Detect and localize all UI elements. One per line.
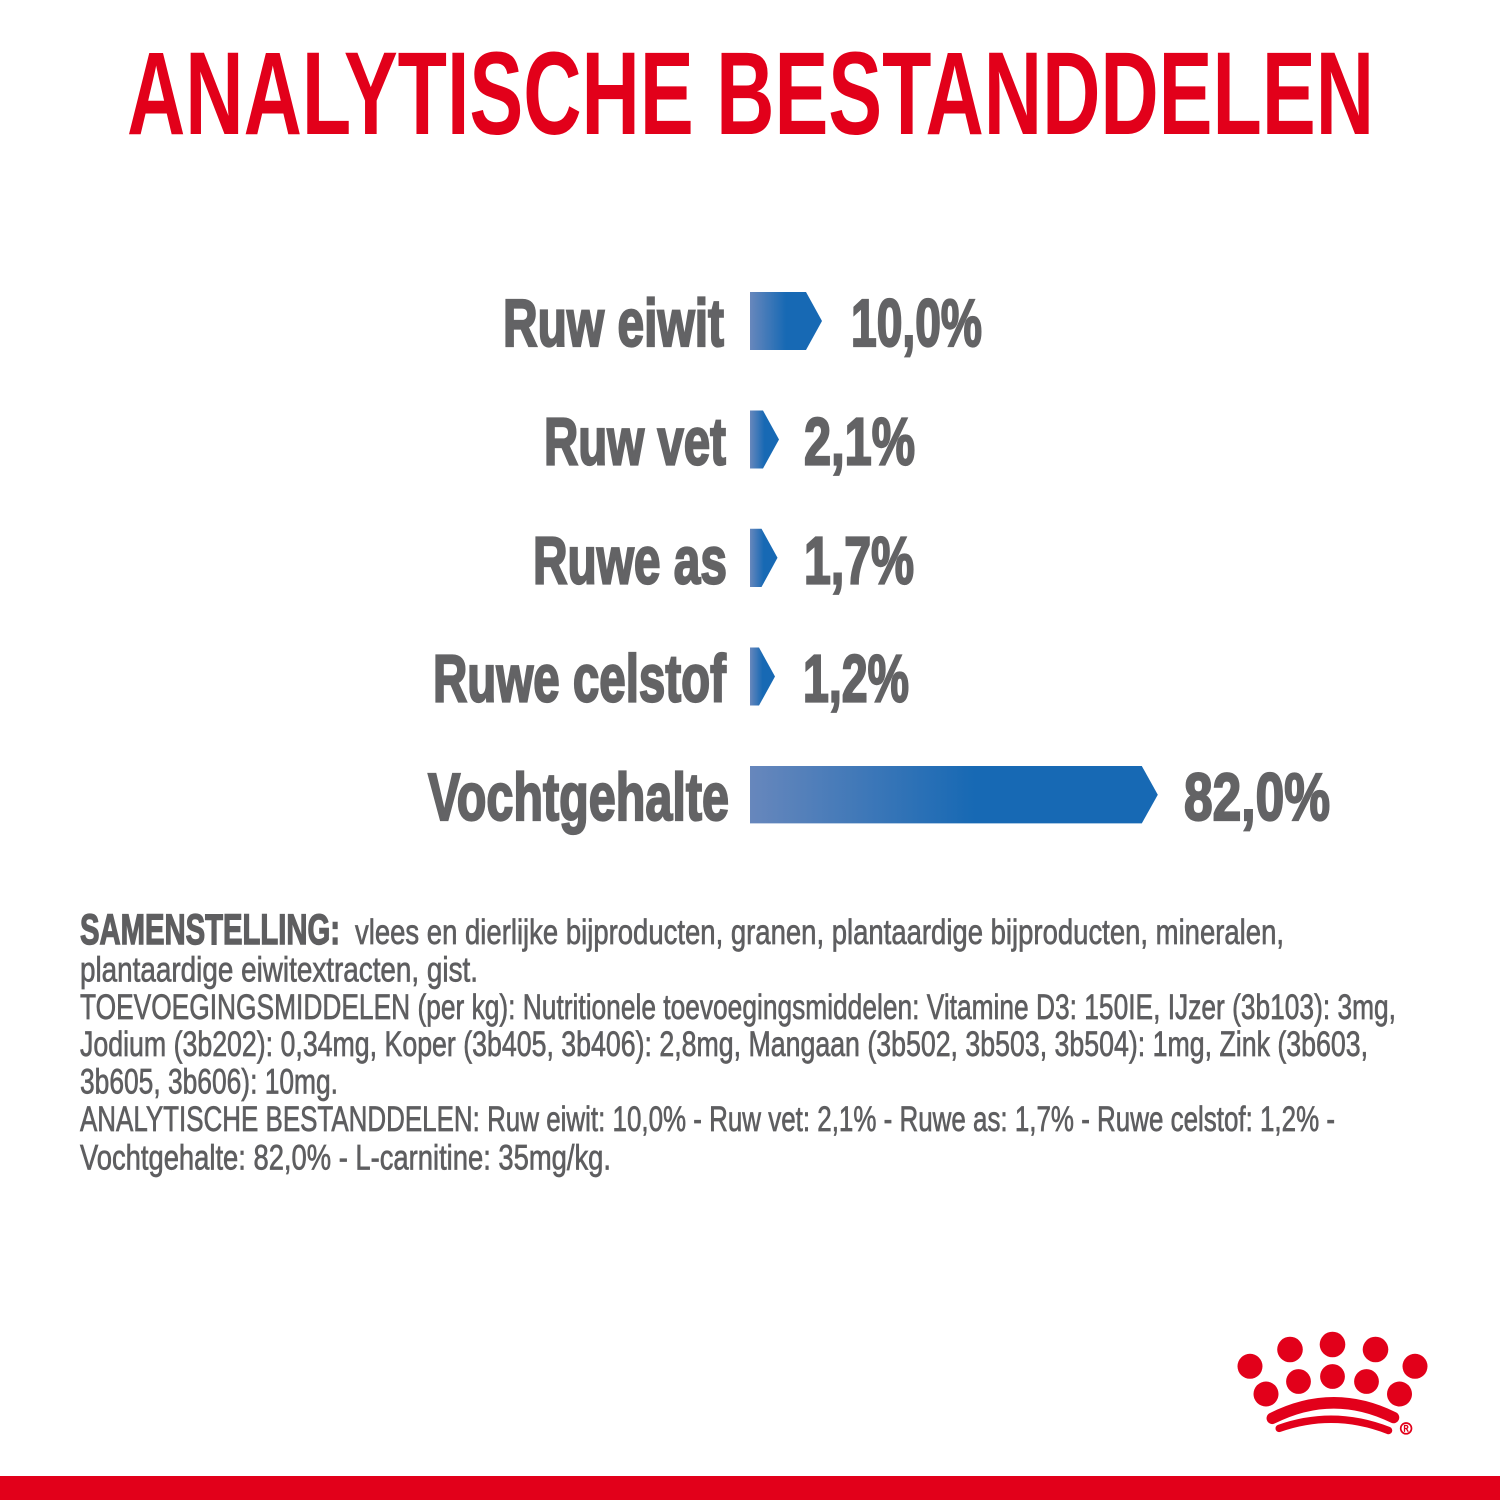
svg-text:Vochtgehalte: 82,0% - L-carnit: Vochtgehalte: 82,0% - L-carnitine: 35mg/…	[80, 1139, 611, 1178]
svg-text:Ruwe celstof: Ruwe celstof	[433, 643, 727, 717]
svg-text:Ruwe as: Ruwe as	[533, 525, 727, 599]
svg-text:SAMENSTELLING:: SAMENSTELLING:	[80, 906, 340, 953]
svg-text:1,7%: 1,7%	[804, 525, 914, 599]
svg-text:Vochtgehalte: Vochtgehalte	[428, 761, 729, 835]
svg-text:Ruw vet: Ruw vet	[544, 406, 726, 480]
svg-text:82,0%: 82,0%	[1184, 761, 1330, 835]
svg-text:ANALYTISCHE BESTANDDELEN: Ruw: ANALYTISCHE BESTANDDELEN: Ruw eiwit: 10,…	[80, 1100, 1335, 1139]
svg-text:ANALYTISCHE BESTANDDELEN: ANALYTISCHE BESTANDDELEN	[127, 27, 1374, 159]
svg-text:10,0%: 10,0%	[851, 287, 982, 361]
svg-text:Ruw eiwit: Ruw eiwit	[503, 287, 724, 361]
svg-text:3b605, 3b606): 10mg.: 3b605, 3b606): 10mg.	[80, 1063, 338, 1102]
svg-text:1,2%: 1,2%	[803, 643, 909, 717]
svg-text:vlees en dierlijke bijproducte: vlees en dierlijke bijproducten, granen,…	[355, 913, 1284, 952]
svg-text:2,1%: 2,1%	[804, 406, 915, 480]
svg-text:TOEVOEGINGSMIDDELEN (per kg):: TOEVOEGINGSMIDDELEN (per kg): Nutritione…	[80, 988, 1396, 1027]
svg-text:plantaardige eiwitextracten, g: plantaardige eiwitextracten, gist.	[80, 951, 478, 990]
svg-text:Jodium (3b202): 0,34mg, Koper: Jodium (3b202): 0,34mg, Koper (3b405, 3b…	[80, 1025, 1368, 1064]
